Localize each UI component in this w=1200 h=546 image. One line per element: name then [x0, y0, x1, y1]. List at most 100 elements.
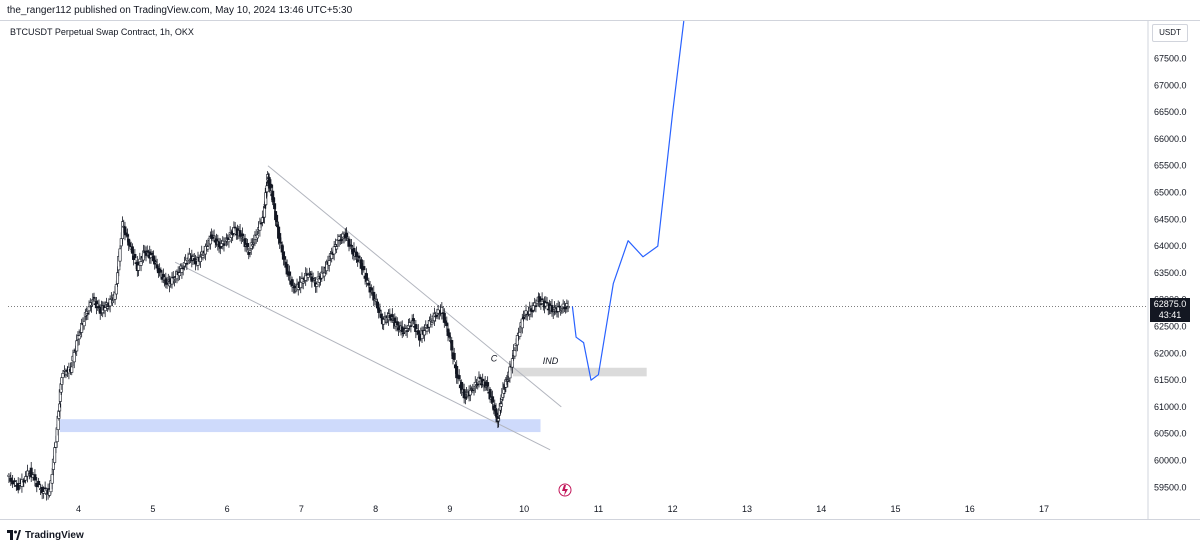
candle-body [457, 375, 461, 380]
candle-body [11, 480, 15, 485]
candle-body [283, 256, 287, 260]
x-tick-label: 5 [150, 504, 155, 514]
y-tick-label: 61000.0 [1154, 402, 1187, 412]
chart-frame [0, 20, 1200, 520]
candle-body [263, 207, 267, 218]
candle-body [22, 480, 26, 483]
candle-body [233, 226, 237, 229]
x-tick-label: 9 [447, 504, 452, 514]
candle-body [9, 477, 13, 482]
candle-body [452, 352, 456, 360]
candle-body [57, 411, 61, 419]
candle-body [265, 185, 269, 193]
x-tick-label: 11 [594, 504, 603, 514]
candle-body [288, 271, 292, 276]
currency-badge[interactable]: USDT [1152, 24, 1188, 42]
candle-body [198, 256, 202, 262]
candle-body [269, 183, 273, 188]
x-tick-label: 16 [965, 504, 975, 514]
candle-body [177, 272, 181, 277]
candle-body [24, 476, 28, 481]
candle-body [64, 374, 68, 377]
y-tick-label: 62000.0 [1154, 348, 1187, 358]
candle-body [103, 307, 107, 312]
bar-countdown: 43:41 [1158, 310, 1182, 320]
x-tick-label: 12 [668, 504, 678, 514]
publish-info: the_ranger112 published on TradingView.c… [7, 5, 353, 16]
last-price: 62875.0 [1153, 299, 1187, 309]
candle-body [315, 283, 319, 287]
symbol-label: BTCUSDT Perpetual Swap Contract, 1h, OKX [10, 27, 194, 37]
candle-body [539, 303, 543, 305]
candle-body [390, 314, 394, 318]
demand-zone [59, 419, 541, 433]
candle-body [241, 233, 245, 237]
candle-body [53, 447, 57, 463]
y-tick-label: 64500.0 [1154, 214, 1187, 224]
y-tick-label: 64000.0 [1154, 241, 1187, 251]
candle-body [12, 480, 16, 482]
publish-header: the_ranger112 published on TradingView.c… [0, 0, 1200, 20]
annotation-label: IND [543, 356, 559, 366]
candle-body [171, 276, 175, 279]
y-tick-label: 60500.0 [1154, 429, 1187, 439]
candle-body [42, 491, 46, 494]
candle-body [447, 332, 451, 338]
candle-body [116, 272, 120, 284]
candle-body [114, 284, 118, 295]
last-price-tag: 62875.0 43:41 [1150, 298, 1190, 322]
candle-body [518, 331, 522, 337]
candle-body [301, 281, 305, 284]
candle-body [35, 483, 39, 488]
candle-body [72, 352, 76, 363]
x-tick-label: 7 [299, 504, 304, 514]
candle-body [423, 330, 427, 336]
candle-body [185, 263, 189, 265]
y-tick-label: 65000.0 [1154, 188, 1187, 198]
x-tick-label: 14 [816, 504, 826, 514]
x-tick-label: 15 [890, 504, 900, 514]
lightning-icon [562, 485, 569, 496]
candle-body [349, 244, 353, 247]
candle-body [322, 272, 326, 277]
x-tick-label: 6 [225, 504, 230, 514]
y-tick-label: 63500.0 [1154, 268, 1187, 278]
candle-body [264, 192, 268, 205]
candle-body [227, 239, 231, 243]
candle-body [62, 369, 66, 372]
candle-body [513, 350, 517, 357]
candle-body [246, 243, 250, 248]
footer: TradingView [7, 527, 84, 543]
x-tick-label: 13 [742, 504, 752, 514]
candle-body [16, 483, 20, 491]
y-tick-label: 61500.0 [1154, 375, 1187, 385]
candle-body [540, 298, 544, 300]
candle-body [255, 234, 259, 239]
candle-body [273, 203, 277, 210]
candle-body [29, 467, 33, 478]
brand-name: TradingView [25, 529, 84, 541]
candle-body [566, 306, 570, 309]
candle-body [61, 373, 65, 378]
x-tick-label: 17 [1039, 504, 1049, 514]
candle-body [7, 474, 11, 477]
candle-body [137, 264, 141, 271]
annotation-label: C [491, 353, 498, 363]
x-tick-label: 8 [373, 504, 378, 514]
y-tick-label: 65500.0 [1154, 161, 1187, 171]
candle-body [172, 281, 176, 283]
candle-body [450, 340, 454, 351]
candle-body [33, 474, 37, 481]
candle-body [77, 335, 81, 340]
candle-body [362, 266, 366, 271]
candle-body [70, 366, 74, 373]
y-tick-label: 67500.0 [1154, 54, 1187, 64]
candle-body [43, 487, 47, 490]
candle-body [111, 300, 115, 304]
projection-line [571, 20, 685, 381]
candle-body [37, 480, 41, 486]
ind-zone [513, 367, 647, 377]
candle-body [118, 248, 122, 262]
candle-body [491, 396, 495, 403]
